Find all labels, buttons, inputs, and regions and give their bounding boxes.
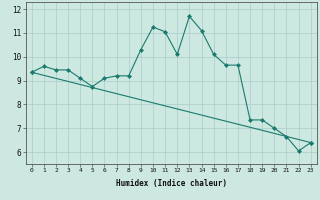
X-axis label: Humidex (Indice chaleur): Humidex (Indice chaleur) [116,179,227,188]
